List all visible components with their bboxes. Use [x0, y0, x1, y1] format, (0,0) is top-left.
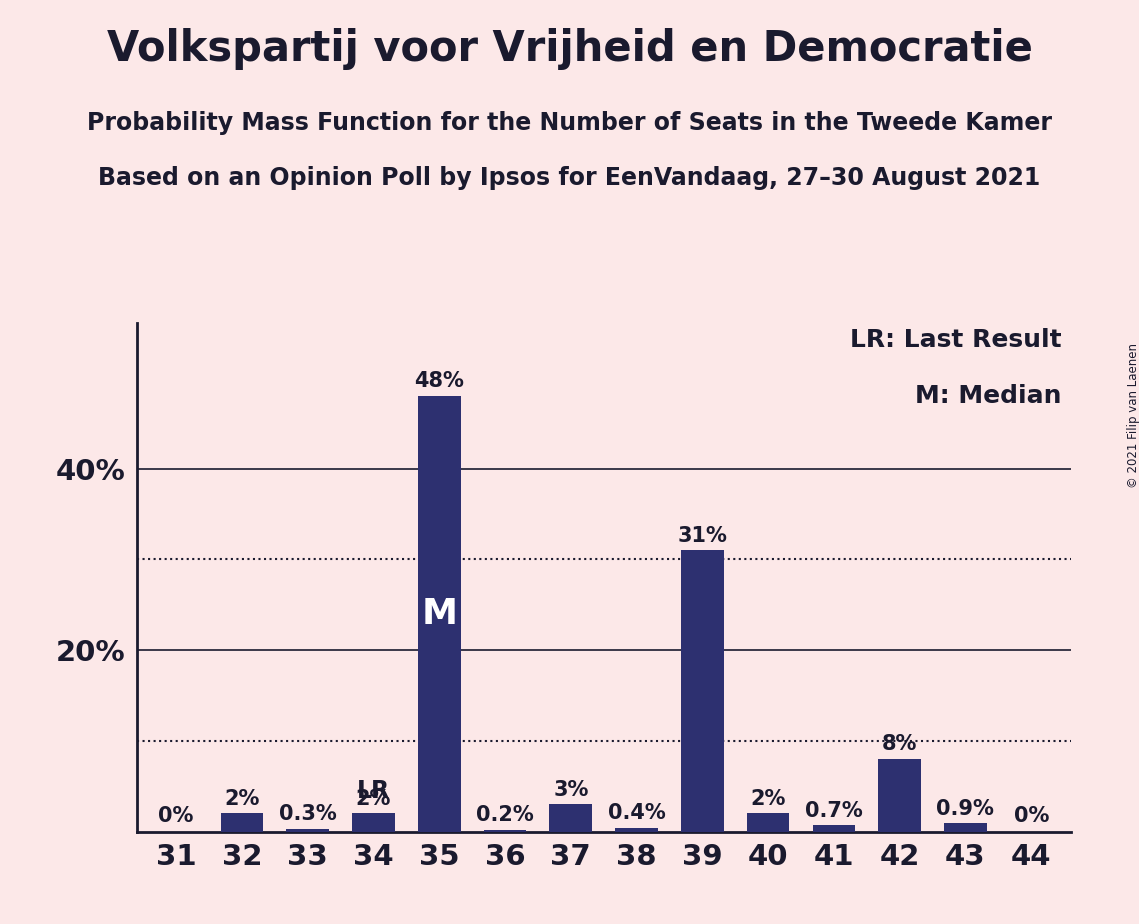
- Text: 0.2%: 0.2%: [476, 805, 534, 825]
- Text: 0.4%: 0.4%: [608, 804, 665, 823]
- Text: LR: LR: [357, 779, 390, 803]
- Text: Probability Mass Function for the Number of Seats in the Tweede Kamer: Probability Mass Function for the Number…: [87, 111, 1052, 135]
- Text: 0.9%: 0.9%: [936, 799, 994, 819]
- Text: 8%: 8%: [882, 735, 917, 755]
- Bar: [484, 830, 526, 832]
- Text: 2%: 2%: [751, 789, 786, 808]
- Text: LR: Last Result: LR: Last Result: [850, 328, 1062, 352]
- Text: Volkspartij voor Vrijheid en Democratie: Volkspartij voor Vrijheid en Democratie: [107, 28, 1032, 69]
- Bar: [221, 813, 263, 832]
- Text: M: Median: M: Median: [915, 384, 1062, 408]
- Text: 48%: 48%: [415, 371, 465, 392]
- Bar: [352, 813, 395, 832]
- Text: 0%: 0%: [158, 806, 194, 826]
- Text: © 2021 Filip van Laenen: © 2021 Filip van Laenen: [1126, 344, 1139, 488]
- Text: 2%: 2%: [355, 789, 391, 808]
- Text: 3%: 3%: [554, 780, 589, 800]
- Bar: [286, 829, 329, 832]
- Text: 31%: 31%: [678, 526, 728, 546]
- Text: 0.7%: 0.7%: [805, 801, 862, 821]
- Bar: [878, 759, 921, 832]
- Text: M: M: [421, 597, 457, 631]
- Bar: [418, 396, 460, 832]
- Bar: [944, 823, 986, 832]
- Text: Based on an Opinion Poll by Ipsos for EenVandaag, 27–30 August 2021: Based on an Opinion Poll by Ipsos for Ee…: [98, 166, 1041, 190]
- Bar: [812, 825, 855, 832]
- Bar: [549, 805, 592, 832]
- Bar: [681, 551, 723, 832]
- Bar: [615, 828, 658, 832]
- Bar: [747, 813, 789, 832]
- Text: 0.3%: 0.3%: [279, 804, 336, 824]
- Text: 0%: 0%: [1014, 806, 1049, 826]
- Text: 2%: 2%: [224, 789, 260, 808]
